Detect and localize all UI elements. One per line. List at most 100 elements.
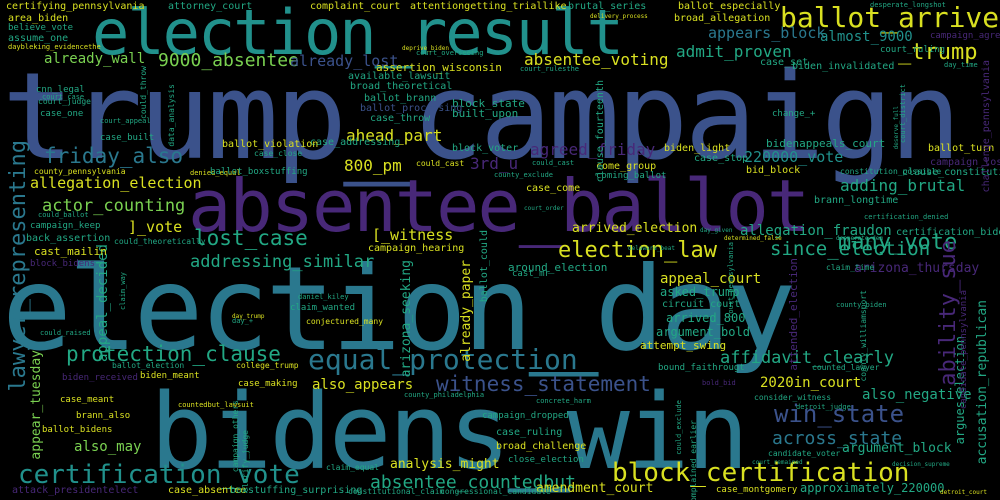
word-available-lawsuit: available_lawsuit [348,71,451,82]
word-decision-supreme: decision_supreme [892,461,950,468]
word-ballot-turn: ballot_turn [928,143,995,154]
word-equal-protection: equal_protection [308,343,578,376]
word-argument-block: argument_block [842,441,952,456]
word-block-state: block_state [452,97,525,110]
word-candidate-voter: candidate_voter [768,449,841,458]
word-court-case: court_case [42,93,85,101]
word-election-law: election_law [558,238,717,263]
word-ahead-part: ahead_part [346,126,443,145]
word-case-close: case_close [254,149,303,158]
word-day-given: day_given [700,227,733,234]
word-block-certification: block_certification [612,458,910,488]
word-court-ruling: court_ruling [880,45,946,55]
word-boxstuffing-surprising: boxstuffing_surprising [230,485,363,496]
word-9000-absentee: 9000_absentee [158,50,299,71]
word-certification-bidens: certification_bidens [896,227,1000,238]
word-allegation-election: allegation_election [30,174,202,192]
word-desperate-longshot: desperate_longshot [870,1,946,9]
word-county-biden: county_biden [836,301,887,309]
word-already-paper: already_paper [459,260,474,362]
word-clause-constitution: clause_constitution [902,167,1000,178]
word-case-addressing: case_addressing [310,137,401,148]
word-court-rulesthe: court_rulesthe [520,65,580,73]
word-absentee-countedbut: absentee_countedbut [370,472,576,493]
word-court-pennsylvania: court_pennsylvania [727,242,735,318]
word-could-theoretically: could_theoretically [114,237,206,246]
word-case-ruling: case_ruling [496,427,563,438]
word-broad-challenge: broad_challenge [496,441,587,452]
word-lawyer-representing: lawyer_representing [6,140,31,392]
word-built-upon: built_upon [452,107,519,120]
word-case-montgomery: case_montgomery [716,485,798,495]
word-lost-case: lost_case [194,226,308,250]
word-almost-9000: almost_9000 [820,29,913,45]
word-approximately-220000: approximately_220000 [800,481,945,495]
word-accusation-republican: accusation_republican [975,300,990,465]
word-agreed-friday: agreed_friday [530,140,656,159]
word-campaign-lost: campaign_lost [930,157,1000,168]
word-win-state: win_state [774,400,905,428]
word-come-group: come_group [596,161,657,172]
word-attempt-swing: attempt_swing [640,339,727,352]
word-cast-mr: cast_mr [512,269,550,279]
word-since-election: since_election [770,238,931,260]
word-area-biden: area_biden [8,13,69,24]
word-delivery-process: delivery_process [590,13,648,20]
word-admit-proven: admit_proven [676,42,792,61]
word-counted-lawyer: counted_lawyer [812,363,880,372]
word-arrived-800: arrived_800 [666,311,746,325]
word-complained-earlier: complained_earlier [689,420,698,500]
word-2020in-court: 2020in_court [760,375,862,391]
word-bidenappeals-court: bidenappeals_court [766,137,886,150]
word-constitutional-claim: constitutional_claim [348,487,445,496]
word-assume-one: assume_one [8,33,69,44]
word-ballot-arrived: ballot_arrived [780,1,1000,34]
word-witness-statement: witness_statement [436,372,651,396]
word-claim-wanted: claim_wanted [290,303,356,313]
word-protection-clause: protection_clause [66,342,281,366]
word-circuit-court: circuit_court [662,299,741,310]
word-attentiongetting-triallike: attentiongetting_triallike [410,1,567,12]
word-day-plus: day_+ [232,317,254,325]
word-case-meant: case_meant [60,395,115,405]
word-change-plus: change_+ [772,109,816,119]
word-detroit-judge: detroit_judge [796,403,851,411]
word-3rd-u: 3rd_u [470,154,519,173]
word-attended-election: attended_election [787,258,800,371]
word-friday-also: friday_also [44,144,184,168]
word-case-one: case_one [40,109,84,119]
word-election-day: election_day [2,242,796,377]
word-data-analysis: data_analysis [167,84,176,147]
word-asked-trump: asked_trump [660,285,740,299]
word-deserve-full: deserve_full [893,106,900,150]
word-concrete-harm: concrete_harm [536,397,591,405]
word-220000-vote: 220000_vote [744,148,844,166]
word-block-bidens: block_bidens [30,259,96,269]
word-brutal-series: brutal_series [568,1,647,12]
word-claim-way: claim_way [119,272,127,310]
word-allegation-fraudon: allegation_fraudon [740,223,892,239]
word-amendment-court: amendment_court [536,481,654,496]
word-also-negative: also_negative [862,387,972,403]
word-court-overseeing: court_overseeing [416,49,484,57]
word-biden-invalidated: biden_invalidated [792,61,895,72]
word-block-voter: block_voter [452,143,519,154]
word-campaign-keep: campaign_keep [30,221,101,231]
word-clarify-judge: clarify_judge [241,430,250,493]
word-believe-vote: believe_vote [8,23,74,33]
word-close-election: close_election [508,455,584,465]
word-bid-block: bid_block [746,165,801,176]
word-county-pennsylvania: county_pennsylvania [34,167,126,176]
word-consider-witness: consider_witness [754,393,832,402]
word-case-stop: case_stop [694,153,749,164]
word-trump-campaign: trump_campaign [2,48,961,187]
word-argument-bold: argument_bold [656,325,750,339]
word-biden-received: biden_received [62,373,138,383]
word-case-throw: case_throw [370,113,431,124]
word-court-district: court_district [899,84,907,144]
word-court-remained: court_remained [752,459,803,466]
word-certification-vote: certification_vote [18,460,300,490]
word-cnn-legal: cnn_legal [36,85,85,95]
word-brann-also: brann_also [76,411,131,421]
word-bold-bid: bold_bid [702,379,736,387]
